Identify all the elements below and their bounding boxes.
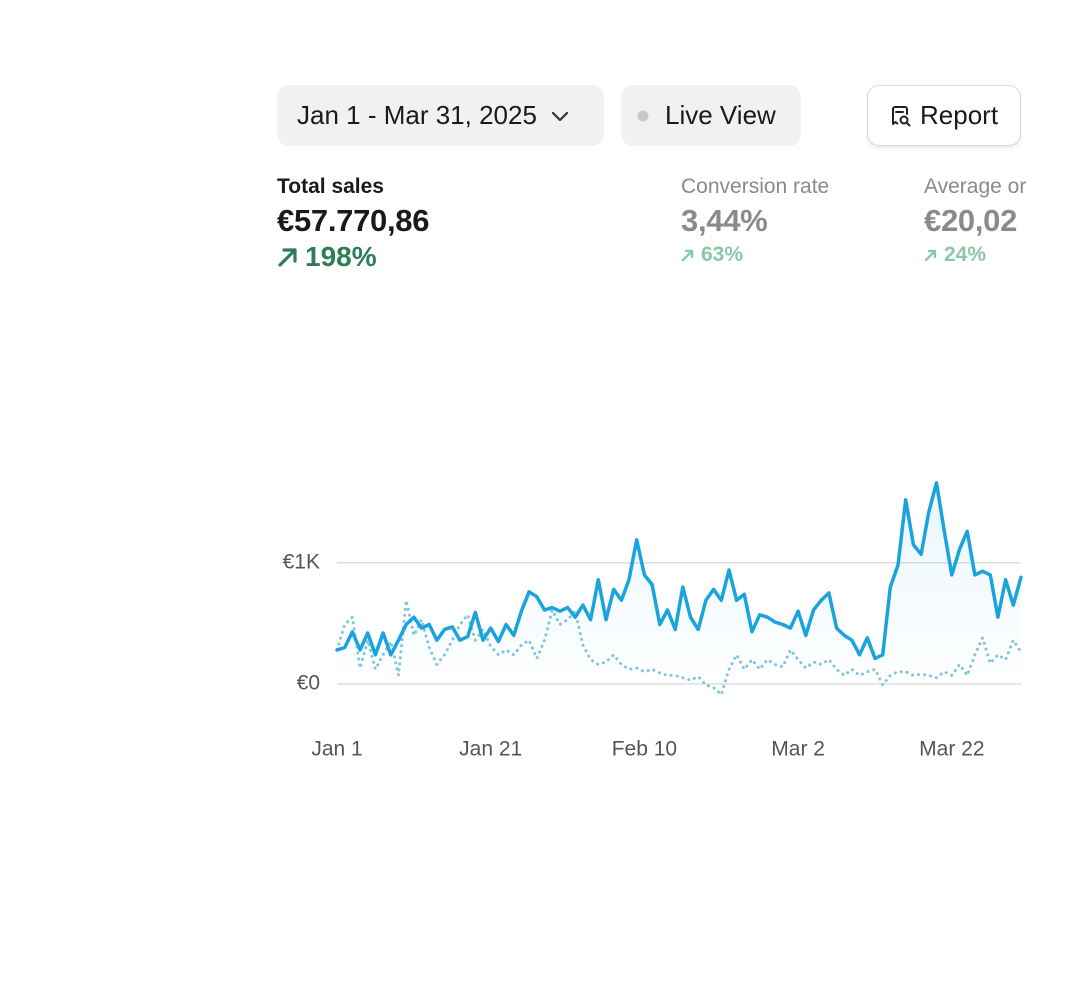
metric-change-row: 198% [277,240,657,274]
metric-change: 24% [944,243,987,266]
x-tick-label: Jan 21 [459,738,522,761]
metric-value: €57.770,86 [277,203,430,238]
x-tick-label: Feb 10 [612,738,677,761]
chevron-icon [551,111,569,121]
live-view-text: Live View [665,100,776,130]
metric-label: Average or [924,175,1027,198]
metric-value: €20,02 [924,203,1018,238]
metric-label: Conversion rate [681,175,830,198]
y-tick-label: €1K [283,550,320,573]
sales-line [335,481,1023,661]
metric-conversion-rate[interactable]: Conversion rate 3,44% 63% [681,172,901,270]
up-arrow-icon [681,249,694,262]
metric-change-row: 24% [924,240,1048,270]
x-tick-label: Mar 22 [919,738,984,761]
live-view-button[interactable]: Live View [621,85,801,146]
metric-change: 198% [305,241,377,272]
date-range-button[interactable]: Jan 1 - Mar 31, 2025 [277,85,604,146]
metric-change: 63% [701,243,744,266]
area-fill [337,482,1021,684]
metric-label: Total sales [277,175,384,198]
metric-average-order[interactable]: Average or €20,02 24% [924,172,1048,270]
up-arrow-icon [278,248,297,267]
metric-total-sales[interactable]: Total sales €57.770,86 198% [277,172,657,274]
x-tick-label: Mar 2 [771,738,825,761]
sales-chart: €0 €1K Jan 1 Jan 21 Feb 10 Mar 2 Mar 22 [283,481,1023,761]
report-icon [892,105,911,126]
y-tick-label: €0 [297,671,320,694]
report-text: Report [920,100,999,130]
report-button[interactable]: Report [867,85,1021,146]
up-arrow-icon [924,249,937,262]
metric-value: 3,44% [681,203,768,238]
date-range-text: Jan 1 - Mar 31, 2025 [297,100,537,130]
page: Jan 1 - Mar 31, 2025 Live View Report To… [277,85,1048,761]
metric-change-row: 63% [681,240,901,270]
x-tick-label: Jan 1 [311,738,362,761]
status-dot [637,110,649,121]
